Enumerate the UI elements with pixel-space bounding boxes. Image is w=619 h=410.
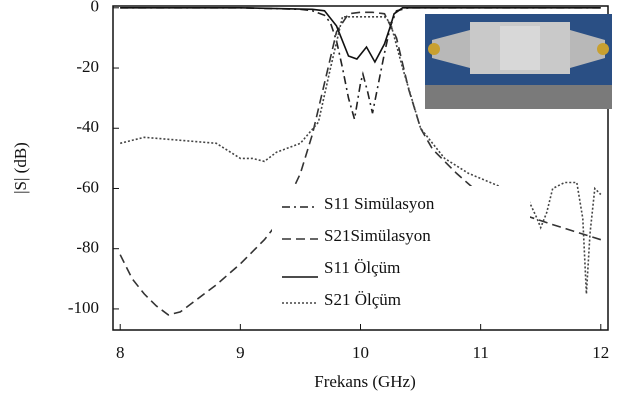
legend-label: S11 Simülasyon — [324, 194, 435, 213]
legend-background — [272, 186, 530, 316]
series-line — [119, 11, 602, 316]
y-tick-label: 0 — [91, 0, 100, 16]
plot-area: 8 9 10 11 12 0 -20 -40 -60 -80 -100 — [68, 0, 609, 362]
x-axis-label: Frekans (GHz) — [314, 372, 416, 391]
x-tick-label: 8 — [116, 343, 125, 362]
y-axis-label: |S| (dB) — [11, 142, 30, 194]
x-tick-label: 12 — [592, 343, 609, 362]
x-tick-label: 10 — [352, 343, 369, 362]
series-line — [120, 16, 602, 294]
x-tick-label: 9 — [236, 343, 245, 362]
y-tick-label: -80 — [76, 238, 99, 257]
y-tick-label: -40 — [76, 117, 99, 136]
legend: S11 Simülasyon S21Simülasyon S11 Ölçüm S21 … — [282, 194, 435, 309]
series-line — [120, 7, 601, 64]
legend-label: S21Simülasyon — [324, 226, 431, 245]
legend-label: S21 Ölçüm — [324, 290, 401, 309]
x-tick-label: 11 — [472, 343, 488, 362]
y-tick-label: -20 — [76, 57, 99, 76]
series-line — [120, 7, 601, 120]
y-tick-label: -60 — [76, 177, 99, 196]
legend-label: S11 Ölçüm — [324, 258, 400, 277]
y-tick-label: -100 — [68, 298, 99, 317]
inset-photo — [425, 14, 612, 109]
